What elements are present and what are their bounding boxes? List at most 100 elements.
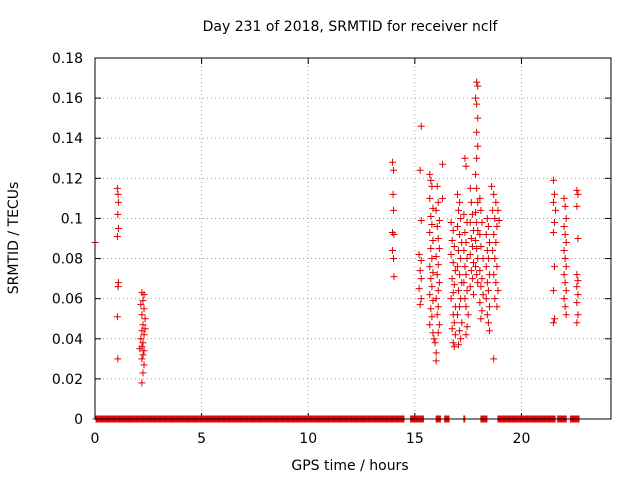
data-point [433,182,441,190]
data-point [476,194,484,202]
data-point [466,283,474,291]
data-point [455,287,463,295]
data-point [451,267,459,275]
data-point [483,311,491,319]
data-point [474,198,482,206]
data-point [416,301,424,309]
data-point [550,190,558,198]
data-point [428,313,436,321]
data-point [114,279,122,287]
data-point [561,279,569,287]
y-tick-label: 0.02 [52,372,83,388]
data-point [484,222,492,230]
data-point [478,275,486,283]
data-point [428,255,436,263]
data-point [114,210,122,218]
data-point [426,194,434,202]
x-tick-label: 10 [299,431,317,447]
y-axis-title: SRMTID / TECUs [6,182,22,295]
data-point [453,190,461,198]
data-point [416,166,424,174]
data-point [466,184,474,192]
data-point [140,347,148,355]
data-point [492,279,500,287]
data-point [139,369,147,377]
data-point [139,297,147,305]
data-point [483,214,491,222]
data-point [469,259,477,267]
y-tick-label: 0.1 [61,211,83,227]
data-point [561,255,569,263]
y-tick-label: 0.12 [52,171,83,187]
data-point [478,218,486,226]
data-point [462,239,470,247]
data-point [491,214,499,222]
data-point [427,275,435,283]
data-point [427,176,435,184]
data-point [485,327,493,335]
data-point [426,321,434,329]
data-point [453,222,461,230]
data-point [426,291,434,299]
data-point [549,319,557,327]
data-point [473,245,481,253]
chart-title: Day 231 of 2018, SRMTID for receiver ncl… [203,19,499,35]
data-point [417,275,425,283]
data-point [472,170,480,178]
data-point [574,190,582,198]
data-point [114,224,122,232]
data-point [417,257,425,265]
data-point [449,339,457,347]
data-point [552,206,560,214]
data-point [434,287,442,295]
data-point [114,190,122,198]
data-point [138,311,146,319]
data-point [473,128,481,136]
data-point [430,335,438,343]
grid [95,58,611,419]
data-point [432,253,440,261]
y-tick-label: 0.06 [52,292,83,308]
data-point [456,327,464,335]
data-point [484,319,492,327]
data-point [474,82,482,90]
data-point [427,212,435,220]
data-point [455,341,463,349]
data-point [139,321,147,329]
data-point [485,239,493,247]
data-point [456,271,464,279]
data-point [462,162,470,170]
data-point [427,305,435,313]
data-point [474,114,482,122]
x-axis-title: GPS time / hours [291,458,408,474]
data-point [435,245,443,253]
data-point [432,349,440,357]
data-point [469,291,477,299]
data-point [492,198,500,206]
data-point [426,228,434,236]
data-point [390,230,398,238]
data-point [136,345,144,353]
data-point [434,198,442,206]
data-point [429,237,437,245]
data-point [456,303,464,311]
data-point [560,271,568,279]
data-point [449,289,457,297]
data-point [494,287,502,295]
plot-frame [94,57,612,420]
data-point [482,263,490,271]
data-point [461,295,469,303]
data-point [434,303,442,311]
data-point [139,339,147,347]
data-point [457,255,465,263]
data-point [429,269,437,277]
x-tick-label: 15 [406,431,424,447]
data-point [435,216,443,224]
data-point [113,184,121,192]
data-points [91,78,583,423]
data-point [482,295,490,303]
y-tick-label: 0.08 [52,252,83,268]
data-point [472,237,480,245]
data-point [450,243,458,251]
